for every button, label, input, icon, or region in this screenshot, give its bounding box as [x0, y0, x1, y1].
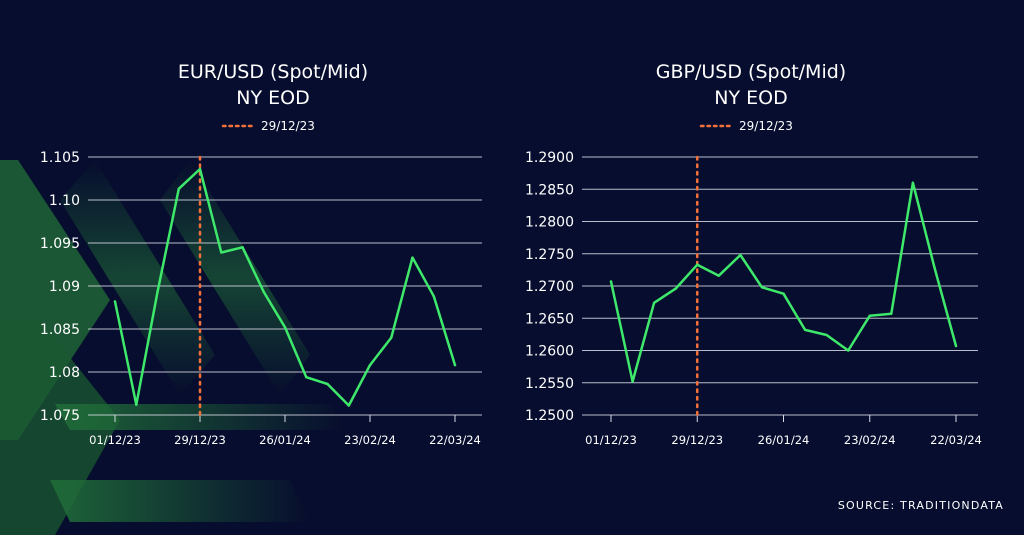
y-tick-label: 1.2800 [525, 215, 574, 231]
data-point [135, 403, 138, 406]
data-point [347, 404, 350, 407]
y-tick-label: 1.075 [40, 408, 80, 424]
data-point [954, 344, 958, 348]
eurusd-chart: EUR/USD (Spot/Mid) NY EOD 29/12/23 1.075 1.0… [40, 61, 482, 447]
x-tick-label: 22/03/24 [930, 433, 982, 447]
data-point [609, 280, 613, 283]
data-point [326, 382, 329, 386]
decoration-chevron-left-inner [0, 320, 120, 535]
x-tick-label: 22/03/24 [429, 433, 481, 447]
data-point [868, 314, 871, 317]
series-line [609, 181, 958, 383]
y-tick-label: 1.2600 [525, 344, 574, 360]
data-point [283, 326, 287, 329]
x-tick-label: 01/12/23 [585, 433, 637, 447]
data-point [262, 290, 265, 294]
data-point [696, 263, 699, 266]
x-tick-label: 23/02/24 [844, 433, 896, 447]
y-tick-label: 1.08 [49, 365, 80, 381]
x-tick-label: 01/12/23 [89, 433, 141, 447]
gbpusd-chart: GBP/USD (Spot/Mid) NY EOD 29/12/23 1.2500 1.… [525, 61, 982, 447]
marker-legend-label: 29/12/23 [261, 119, 315, 133]
data-point [305, 375, 308, 379]
data-point [390, 336, 393, 339]
data-point [113, 300, 117, 303]
y-tick-label: 1.085 [40, 322, 80, 338]
data-point [156, 290, 159, 294]
data-point [368, 363, 372, 367]
y-tick-label: 1.2900 [525, 150, 574, 166]
y-tick-label: 1.2700 [525, 279, 574, 295]
y-tick-label: 1.2750 [525, 247, 574, 263]
background-decoration [0, 160, 345, 535]
chart-title-line-1: EUR/USD (Spot/Mid) [178, 61, 368, 83]
source-label: SOURCE: TRADITIONDATA [838, 499, 1004, 512]
data-point [198, 167, 202, 171]
data-point [631, 380, 634, 383]
data-point [825, 333, 828, 337]
marker-legend-label: 29/12/23 [739, 119, 793, 133]
y-tick-label: 1.2500 [525, 408, 574, 424]
y-tick-label: 1.2850 [525, 182, 574, 198]
x-tick-label: 29/12/23 [174, 433, 226, 447]
y-tick-label: 1.105 [40, 150, 80, 166]
y-tick-label: 1.2650 [525, 311, 574, 327]
data-point [241, 246, 244, 249]
chart-title-line-2: NY EOD [714, 87, 787, 109]
data-point [933, 266, 936, 269]
chart-title-line-1: GBP/USD (Spot/Mid) [656, 61, 846, 83]
data-point [432, 295, 435, 298]
x-tick-label: 26/01/24 [758, 433, 810, 447]
data-point [782, 292, 785, 295]
data-point [739, 253, 742, 257]
data-point [846, 349, 850, 352]
data-point [453, 363, 457, 367]
data-point [717, 274, 721, 277]
data-point [674, 287, 677, 290]
y-tick-label: 1.10 [49, 193, 80, 209]
data-point [760, 286, 764, 289]
y-tick-label: 1.2550 [525, 376, 574, 392]
data-point [890, 312, 893, 315]
data-point [177, 187, 180, 191]
x-tick-label: 29/12/23 [671, 433, 723, 447]
decoration-stripe-1 [60, 160, 215, 395]
x-tick-label: 23/02/24 [344, 433, 396, 447]
chart-title-line-2: NY EOD [236, 87, 309, 109]
x-tick-label: 26/01/24 [259, 433, 311, 447]
y-tick-label: 1.09 [49, 279, 80, 295]
decoration-stripe-2 [160, 160, 310, 395]
decoration-bar-2 [50, 480, 310, 522]
data-point [220, 251, 223, 254]
data-point [652, 301, 656, 304]
data-point [803, 328, 807, 332]
data-point [411, 256, 414, 259]
data-point [911, 181, 915, 184]
y-tick-label: 1.095 [40, 236, 80, 252]
